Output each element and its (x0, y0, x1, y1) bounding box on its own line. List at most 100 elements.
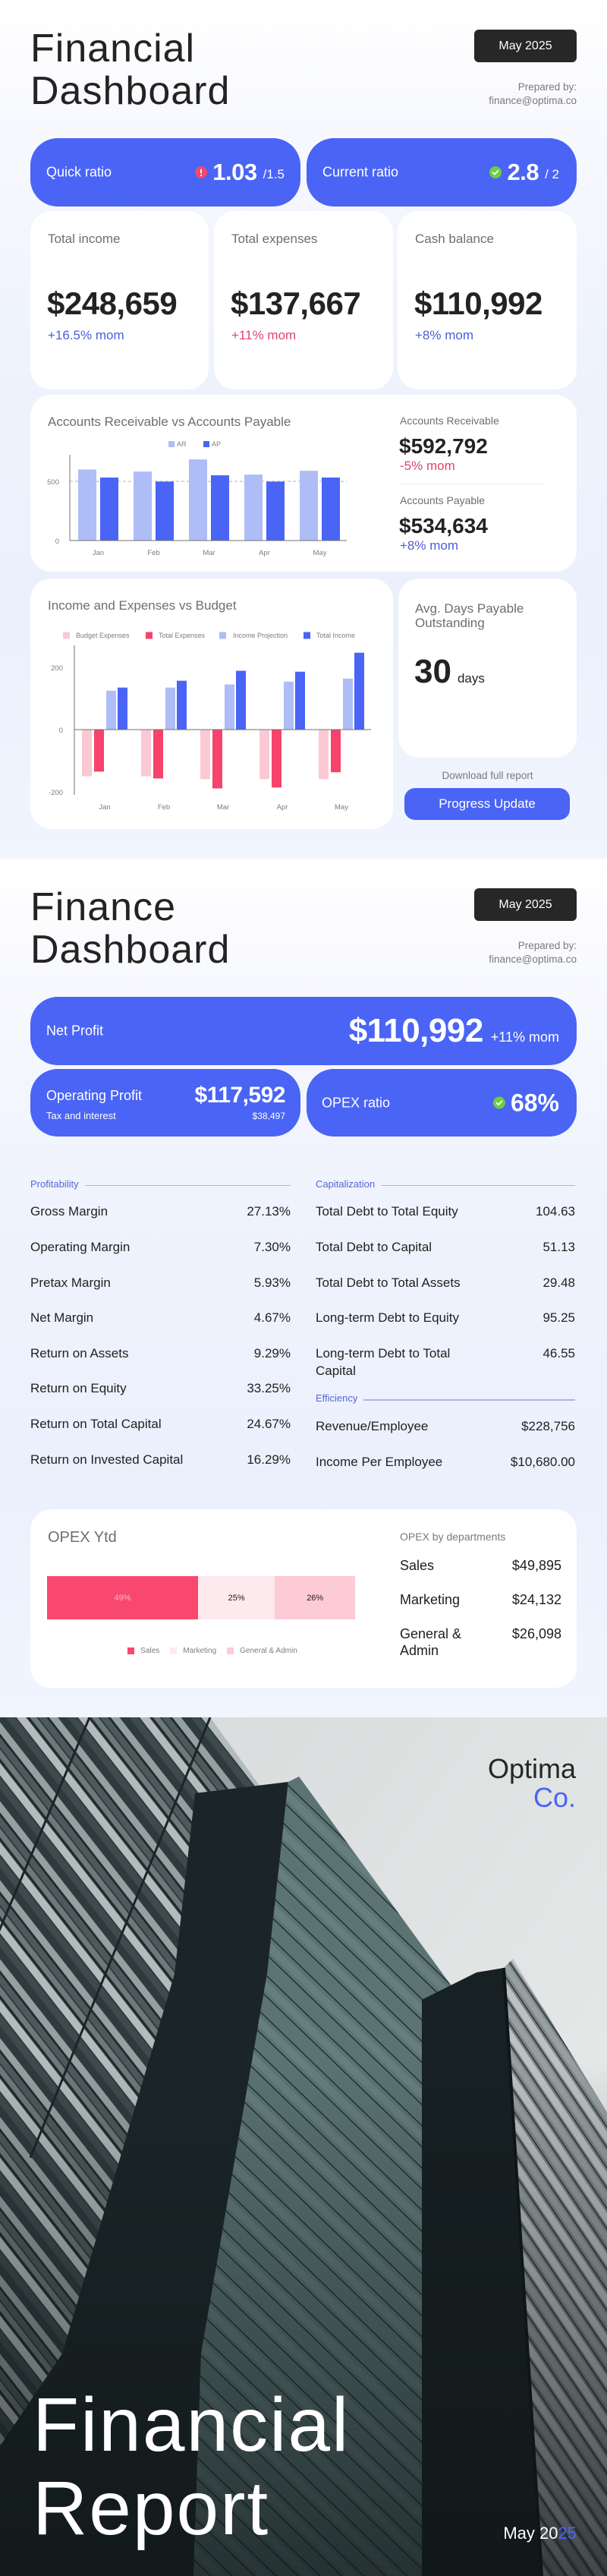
kpi-change: +16.5% mom (48, 328, 124, 342)
dpo-value-group: 30 days (414, 653, 485, 691)
metric-value: 95.25 (543, 1310, 575, 1326)
dept-value: $26,098 (511, 1626, 561, 1641)
ar-ap-bars: Jan Feb Mar Apr May (78, 459, 340, 557)
bar-ar-apr (244, 475, 263, 541)
progress-update-button-label: Progress Update (439, 796, 536, 811)
dpo-label: Avg. Days Payable Outstanding (415, 601, 524, 630)
opex-ratio-label: OPEX ratio (322, 1095, 391, 1110)
kpi-label: Total expenses (231, 232, 318, 246)
kpi-card-total-expenses: Total expenses $137,667 +11% mom (214, 211, 393, 389)
profitability-heading-label: Profitability (30, 1178, 79, 1190)
capitalization-heading: Capitalization (316, 1174, 575, 1194)
capitalization-heading-label: Capitalization (316, 1178, 376, 1190)
opex-ratio-value: 68% (510, 1089, 559, 1116)
legend-label-budget-expenses: Budget Expenses (76, 632, 130, 639)
opex-legend: Sales Marketing General & Admin (53, 1647, 372, 1655)
legend-label-total-income: Total Income (316, 632, 355, 639)
date-badge-label: May 2025 (498, 897, 552, 911)
page-title-line1: Finance (30, 885, 176, 929)
finance-dashboard-page: Finance Dashboard May 2025 Prepared by: … (0, 859, 607, 1717)
dept-row: Sales $49,895 (400, 1549, 561, 1583)
efficiency-heading-label: Efficiency (316, 1392, 358, 1405)
date-badge: May 2025 (474, 888, 577, 921)
metric-label: Total Debt to Total Assets (316, 1275, 461, 1290)
metric-row: Return on Total Capital 24.67% (30, 1406, 291, 1442)
opex-departments-list: Sales $49,895 Marketing $24,132 General & … (400, 1549, 561, 1668)
prepared-by-email[interactable]: finance@optima.co (489, 954, 577, 965)
page-title-line2: Dashboard (30, 69, 231, 113)
x-tick-label: Apr (277, 803, 288, 812)
quick-ratio-label: Quick ratio (46, 164, 112, 180)
kpi-change: +11% mom (231, 328, 297, 342)
report-cover-page: Optima Co. Financial Report May 2025 (0, 1717, 607, 2576)
operating-profit-label: Operating Profit (46, 1088, 143, 1103)
bar-ap-jan (100, 478, 118, 541)
legend-label: Sales (140, 1647, 160, 1655)
tax-interest-value: $38,497 (252, 1111, 285, 1121)
x-tick-label: Feb (158, 803, 170, 812)
legend-item-general-admin: General & Admin (227, 1647, 297, 1655)
dept-value: $49,895 (511, 1558, 561, 1573)
net-profit-card: Net Profit $110,992 +11% mom (30, 997, 577, 1065)
legend-swatch-ar (168, 441, 175, 447)
ap-value: $534,634 (399, 514, 488, 538)
dpo-value: 30 (414, 653, 451, 690)
metric-value: 27.13% (247, 1204, 291, 1219)
x-tick-label: Apr (259, 549, 270, 557)
dept-row: General & Admin $26,098 (400, 1617, 561, 1668)
financial-dashboard-page: Financial Dashboard May 2025 Prepared by… (0, 0, 607, 859)
metric-value: 104.63 (536, 1204, 575, 1219)
metric-row: Long-term Debt to Equity 95.25 (316, 1300, 575, 1335)
metric-row: Net Margin 4.67% (30, 1300, 291, 1335)
progress-update-button[interactable]: Progress Update (404, 788, 570, 820)
metric-label: Gross Margin (30, 1204, 109, 1219)
dept-label: General & Admin (400, 1626, 462, 1658)
metric-row: Long-term Debt to Total Capital 46.55 (316, 1335, 575, 1389)
prepared-by-email[interactable]: finance@optima.co (489, 95, 577, 106)
bar-income-projection-apr (284, 681, 294, 730)
bar-ap-may (322, 478, 340, 541)
legend-swatch (170, 1647, 178, 1654)
current-ratio-value-group: 2.8 / 2 (489, 159, 559, 186)
bar-total-expenses-apr (272, 730, 281, 788)
y-tick-label: 0 (59, 727, 63, 735)
bar-budget-expenses-jan (82, 730, 92, 777)
bar-budget-expenses-feb (141, 730, 151, 777)
report-date-suffix: 25 (558, 2524, 577, 2543)
metric-value: 16.29% (247, 1452, 291, 1467)
bar-ar-may (300, 471, 318, 541)
current-ratio-value: 2.8 (507, 159, 539, 185)
kpi-card-cash-balance: Cash balance $110,992 +8% mom (398, 211, 577, 389)
bar-ar-feb (134, 471, 152, 541)
bar-ap-mar (211, 475, 229, 541)
kpi-label: Cash balance (415, 232, 494, 246)
metric-row: Return on Assets 9.29% (30, 1335, 291, 1371)
kpi-value: $137,667 (231, 285, 361, 321)
x-tick-label: Mar (217, 803, 229, 812)
opex-ratio-card: OPEX ratio 68% (307, 1069, 577, 1137)
page-title: Financial Dashboard (30, 27, 230, 112)
legend-swatch-total-income (304, 632, 310, 639)
brand-name: Optima (487, 1753, 576, 1784)
bar-total-expenses-mar (212, 730, 222, 789)
bar-budget-expenses-apr (259, 730, 269, 780)
heading-rule (381, 1184, 575, 1187)
x-tick-label: May (335, 803, 348, 812)
quick-ratio-value-group: 1.03 /1.5 (195, 159, 285, 186)
quick-ratio-value: 1.03 (212, 159, 257, 185)
kpi-value: $110,992 (414, 285, 543, 321)
bar-budget-expenses-mar (200, 730, 210, 780)
bar-ap-apr (266, 481, 285, 541)
bar-ar-mar (189, 459, 207, 541)
opex-card: OPEX Ytd 49% 25% 26% Sales Marketing Gen… (30, 1509, 577, 1688)
x-tick-label: May (313, 549, 327, 557)
legend-label-ar: AR (177, 440, 187, 448)
tax-interest-label: Tax and interest (46, 1110, 116, 1121)
segment-label: 25% (228, 1593, 245, 1603)
y-tick-label: 200 (51, 664, 63, 673)
legend-label-income-projection: Income Projection (233, 632, 288, 639)
capitalization-section: Capitalization Total Debt to Total Equit… (316, 1174, 575, 1479)
metric-row: Operating Margin 7.30% (30, 1229, 291, 1265)
ap-label: Accounts Payable (400, 494, 486, 506)
quick-ratio-target: /1.5 (263, 167, 285, 181)
